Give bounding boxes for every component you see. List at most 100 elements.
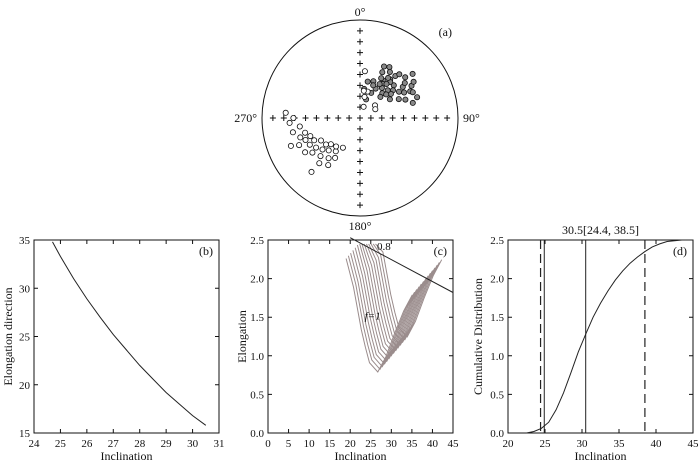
crosshair-plus	[302, 115, 309, 121]
open-pole-point	[360, 103, 367, 110]
y-tick-label: 0.5	[250, 389, 264, 401]
annotation-0.8: 0.8	[377, 241, 391, 253]
x-tick-label: 30	[386, 438, 398, 450]
open-pole-point	[361, 93, 368, 100]
x-tick-label: 40	[427, 438, 439, 450]
elongation-curve	[352, 250, 420, 365]
x-tick-label: 15	[324, 438, 336, 450]
filled-pole-point	[364, 78, 371, 85]
open-pole-point	[322, 141, 329, 148]
x-tick-label: 20	[503, 438, 515, 450]
crosshair-plus	[346, 115, 353, 121]
y-tick-label: 1.5	[490, 312, 504, 324]
y-tick-label: 2.0	[490, 274, 504, 286]
x-tick-label: 31	[214, 438, 225, 450]
crosshair-plus	[357, 82, 363, 89]
filled-pole-point	[395, 88, 402, 95]
filled-pole-point	[409, 99, 416, 106]
open-pole-point	[319, 146, 326, 153]
filled-pole-point	[401, 80, 408, 87]
open-pole-point	[327, 141, 334, 148]
panel-label: (b)	[199, 244, 213, 258]
crosshair-plus	[357, 115, 363, 121]
open-pole-point	[372, 106, 379, 113]
crosshair-plus	[280, 115, 287, 121]
filled-pole-point	[402, 96, 409, 103]
y-axis-label: Elongation direction	[1, 287, 15, 385]
x-axis-label: Inclination	[335, 449, 387, 460]
dir-label-west: 270°	[234, 111, 257, 125]
y-tick-label: 35	[19, 235, 31, 247]
elongation-curve	[354, 247, 422, 363]
crosshair-plus	[357, 136, 363, 143]
y-tick-label: 0.5	[490, 389, 504, 401]
open-pole-point	[296, 142, 303, 149]
x-tick-label: 35	[406, 438, 418, 450]
crosshair-plus	[357, 202, 363, 209]
open-pole-point	[361, 68, 368, 75]
crosshair-plus	[335, 115, 342, 121]
filled-pole-point	[385, 74, 392, 81]
open-pole-point	[317, 137, 324, 144]
crosshair-plus	[357, 158, 363, 165]
panel-label: (d)	[673, 244, 687, 258]
open-pole-point	[309, 149, 316, 156]
cumulative-distribution-curve	[526, 239, 693, 434]
y-axis-label: Elongation	[235, 310, 249, 363]
filled-pole-point	[401, 89, 408, 96]
open-pole-point	[297, 134, 304, 141]
stereonet-panel-a: 0° 90° 180° 270° (a)	[234, 5, 480, 233]
open-pole-point	[311, 137, 318, 144]
filled-pole-point	[380, 63, 387, 70]
filled-pole-point	[386, 69, 393, 76]
chart-title: 30.5[24.4, 38.5]	[562, 223, 639, 237]
crosshair-plus	[422, 115, 429, 121]
open-pole-point	[360, 87, 367, 94]
plot-frame	[33, 239, 220, 434]
open-pole-point	[313, 144, 320, 151]
x-tick-label: 25	[55, 438, 67, 450]
annotation-f1: f=1	[365, 311, 381, 323]
open-pole-point	[316, 160, 323, 167]
open-pole-point	[306, 141, 313, 148]
y-tick-label: 2.5	[490, 235, 504, 247]
filled-pole-point	[383, 81, 390, 88]
x-axis-label: Inclination	[575, 449, 627, 460]
crosshair-plus	[269, 115, 276, 121]
y-tick-label: 20	[19, 380, 31, 392]
elongation-direction-curve	[52, 241, 207, 426]
filled-pole-point	[376, 81, 383, 88]
filled-pole-point	[370, 82, 377, 89]
filled-pole-point	[386, 64, 393, 71]
open-pole-point	[307, 133, 314, 140]
crosshair-plus	[433, 115, 440, 121]
open-pole-point	[325, 147, 332, 154]
elongation-curve	[366, 243, 434, 349]
crosshair-plus	[357, 169, 363, 176]
y-axis-label: Cumulative Distribution	[471, 278, 485, 395]
elongation-curve	[359, 243, 427, 357]
filled-pole-point	[414, 94, 421, 101]
x-tick-label: 20	[345, 438, 357, 450]
x-tick-label: 27	[108, 438, 120, 450]
cumulative-distribution-panel-d: 20 25 30 35 40 45 0.0 0.5 1.0 1.5 2.0 2.5 Inclinatio…	[471, 223, 699, 460]
stereonet-circle	[261, 19, 459, 217]
open-pole-point	[302, 129, 309, 136]
elongation-panel-c: 0 5 10 15 20 25 30 35 40 45 0.0 0.5 1.0 1.5 2.0 2.5 Incl…	[235, 235, 459, 460]
x-tick-label: 30	[187, 438, 199, 450]
elongation-direction-panel-b: 24 25 26 27 28 29 30 31 15 20 25 30 35 Inclination Elo…	[1, 235, 225, 460]
crosshair-plus	[389, 115, 396, 121]
open-pole-point	[325, 155, 332, 162]
x-tick-label: 25	[540, 438, 552, 450]
crosshair-plus	[367, 115, 374, 121]
dir-label-east: 90°	[463, 111, 480, 125]
y-tick-label: 0.0	[490, 428, 504, 440]
open-pole-point	[308, 168, 315, 175]
elongation-curve	[372, 243, 440, 341]
crosshair-plus	[400, 115, 407, 121]
filled-pole-point	[409, 89, 416, 96]
open-pole-point	[302, 136, 309, 143]
open-pole-point	[339, 144, 346, 151]
crosshair-plus	[411, 115, 418, 121]
x-tick-label: 29	[161, 438, 173, 450]
